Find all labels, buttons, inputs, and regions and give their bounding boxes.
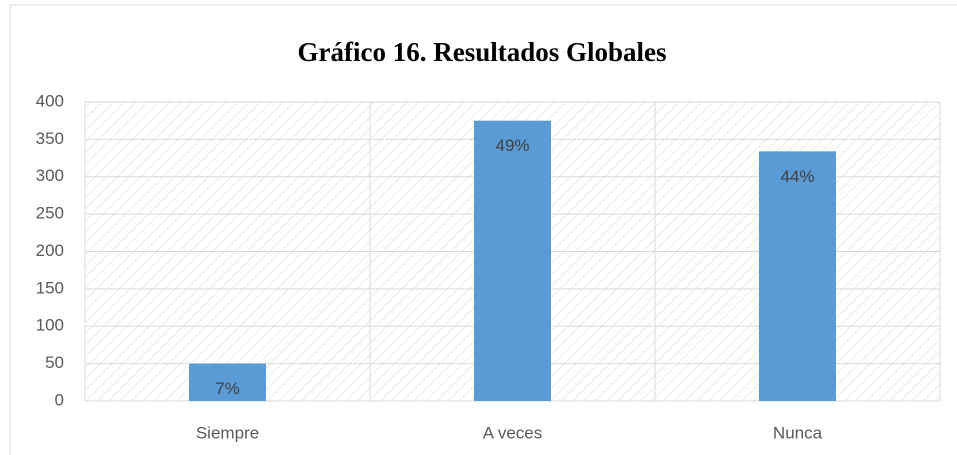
y-tick-label: 0 xyxy=(55,390,64,409)
data-label: 7% xyxy=(215,379,240,398)
data-label: 44% xyxy=(780,167,814,186)
x-tick-label: A veces xyxy=(483,423,543,442)
x-tick-label: Siempre xyxy=(196,423,259,442)
bar xyxy=(189,363,266,401)
x-tick-label: Nunca xyxy=(773,423,823,442)
y-tick-label: 400 xyxy=(36,91,64,110)
y-tick-label: 200 xyxy=(36,241,64,260)
y-tick-label: 300 xyxy=(36,166,64,185)
data-label: 49% xyxy=(495,136,529,155)
y-tick-label: 150 xyxy=(36,278,64,297)
chart-title: Gráfico 16. Resultados Globales xyxy=(298,37,667,67)
y-tick-label: 250 xyxy=(36,204,64,223)
y-tick-label: 50 xyxy=(45,353,64,372)
y-tick-label: 100 xyxy=(36,316,64,335)
y-tick-label: 350 xyxy=(36,129,64,148)
bar xyxy=(474,120,551,401)
bar xyxy=(759,151,836,401)
